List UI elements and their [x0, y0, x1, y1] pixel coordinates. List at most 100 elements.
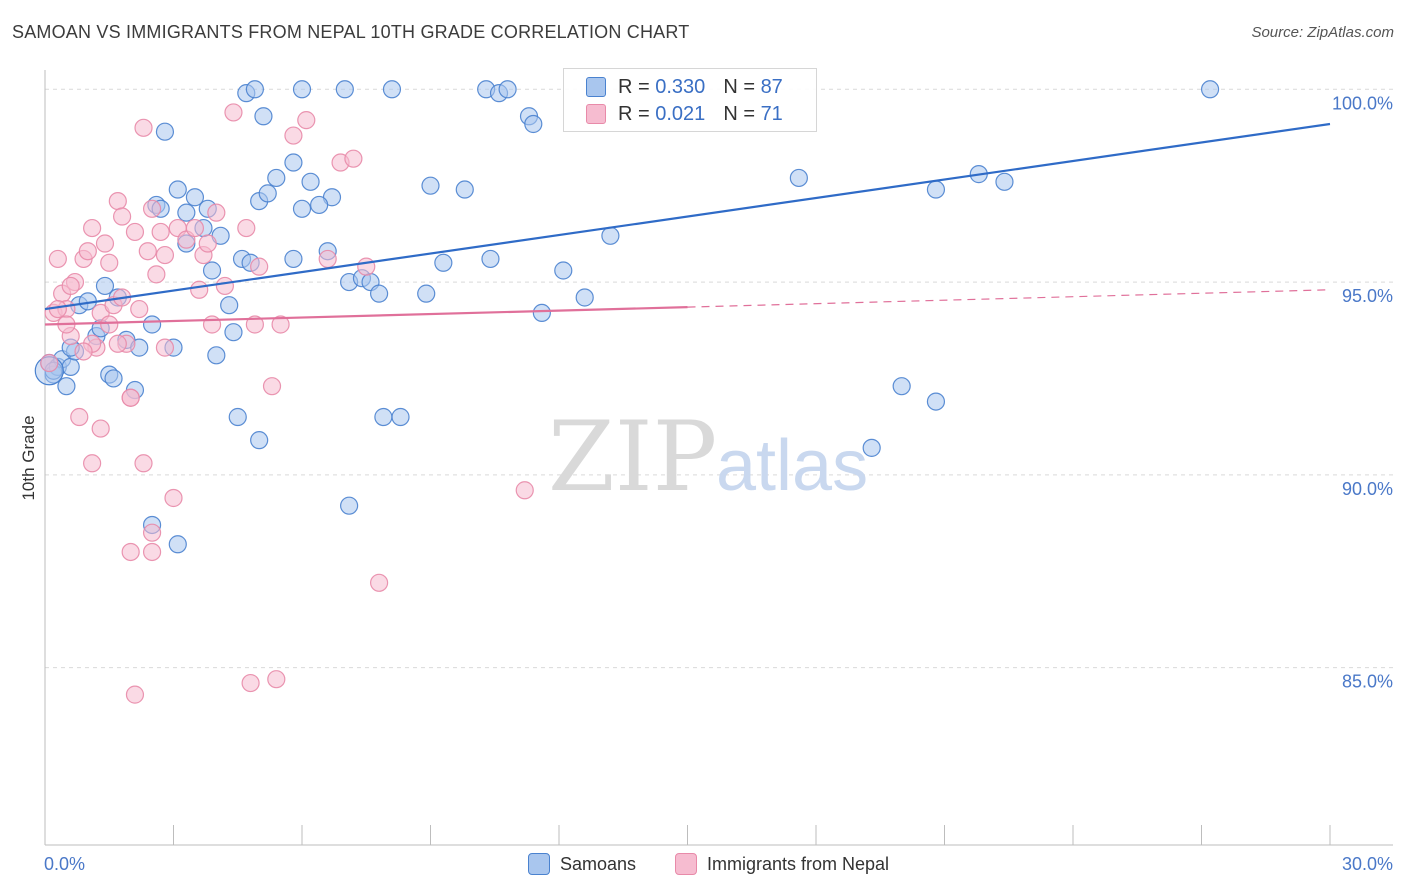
watermark: ZIP atlas: [548, 401, 868, 513]
legend-n-value: 71: [760, 102, 783, 125]
y-axis-label: 10th Grade: [19, 415, 38, 500]
nepal-point: [83, 454, 102, 473]
samoans-point: [258, 184, 277, 203]
nepal-point: [190, 280, 209, 299]
legend-n-label: N =: [723, 75, 755, 98]
nepal-point: [121, 388, 140, 407]
nepal-point: [284, 126, 303, 145]
samoans-point: [421, 176, 440, 195]
nepal-point: [108, 334, 127, 353]
nepal-point: [40, 353, 59, 373]
legend-r-label: R =: [618, 102, 650, 125]
nepal-point: [142, 542, 162, 562]
nepal-point: [134, 118, 153, 137]
y-tick-label: 85.0%: [1342, 672, 1393, 692]
source-label: Source: ZipAtlas.com: [1251, 24, 1394, 41]
samoans-point: [335, 80, 354, 99]
y-tick-label: 90.0%: [1342, 479, 1393, 499]
nepal-point: [130, 299, 149, 319]
samoans-point: [284, 153, 303, 172]
samoans-point: [301, 172, 320, 191]
samoans-trend-line: [44, 122, 1331, 311]
nepal-point: [185, 218, 205, 238]
nepal-point: [142, 199, 162, 218]
y-tick-labels: 85.0% 90.0% 95.0% 100.0%: [1332, 93, 1393, 691]
samoans-point: [370, 284, 389, 303]
nepal-point: [78, 242, 97, 261]
nepal-point: [198, 234, 217, 253]
samoans-point: [95, 276, 115, 296]
samoans-label: Samoans: [560, 853, 637, 874]
nepal-point: [357, 257, 376, 276]
nepal-point: [125, 685, 145, 704]
nepal-point: [241, 673, 260, 693]
samoans-point: [202, 261, 222, 280]
samoans-point: [177, 203, 196, 222]
bottom-legend-nepal[interactable]: Immigrants from Nepal: [675, 851, 889, 877]
nepal-point: [207, 203, 226, 222]
samoans-point: [391, 407, 410, 427]
gridlines: [45, 88, 1393, 669]
nepal-point: [134, 454, 153, 473]
nepal-swatch: [675, 853, 697, 875]
nepal-label: Immigrants from Nepal: [707, 853, 890, 874]
nepal-point: [515, 481, 534, 500]
samoans-point: [310, 195, 329, 215]
nepal-point: [91, 419, 110, 438]
nepal-point: [147, 265, 166, 284]
nepal-point: [125, 222, 145, 242]
samoans-point: [220, 296, 239, 315]
nepal-point: [74, 342, 93, 361]
samoans-point: [224, 323, 243, 342]
nepal-point: [267, 670, 286, 689]
nepal-point: [318, 249, 337, 269]
nepal-point: [100, 315, 119, 334]
nepal-point: [95, 234, 115, 253]
samoans-point: [455, 180, 474, 199]
samoans-point: [267, 168, 286, 188]
nepal-point: [155, 338, 175, 357]
samoans-point: [498, 80, 517, 99]
samoans-point: [575, 288, 594, 307]
nepal-point: [142, 523, 162, 542]
legend-r-label: R =: [618, 75, 650, 98]
stats-legend: R = 0.330 N = 87 R = 0.021 N = 71: [563, 68, 817, 132]
nepal-trend-line: [44, 306, 688, 326]
samoans-point: [245, 80, 264, 99]
legend-swatch-pink: [586, 104, 606, 124]
y-tick-label: 100.0%: [1332, 93, 1393, 113]
legend-row-nepal: R = 0.021 N = 71: [586, 101, 783, 127]
samoans-point: [434, 253, 453, 272]
legend-r-value: 0.021: [655, 102, 706, 125]
nepal-point: [100, 253, 119, 272]
nepal-point: [83, 218, 102, 238]
y-tick-label: 95.0%: [1342, 286, 1393, 306]
samoans-point: [284, 249, 303, 269]
nepal-trend-line-extension: [687, 289, 1331, 308]
axes: [44, 70, 1393, 846]
x-tick-label-max: 30.0%: [1342, 854, 1393, 874]
samoans-point: [292, 80, 312, 99]
nepal-point: [138, 242, 157, 261]
nepal-point: [370, 573, 389, 592]
samoans-point: [789, 168, 808, 188]
nepal-point: [224, 103, 243, 122]
samoans-point: [104, 369, 123, 388]
samoans-point: [61, 357, 80, 376]
nepal-point: [202, 315, 222, 334]
nepal-point: [164, 488, 183, 508]
legend-swatch-blue: [586, 77, 606, 97]
samoans-point: [155, 122, 175, 141]
nepal-point: [151, 222, 170, 242]
nepal-point: [245, 315, 264, 334]
samoans-point: [995, 172, 1014, 191]
nepal-point: [344, 149, 363, 168]
nepal-point: [155, 245, 175, 265]
samoans-point: [168, 180, 187, 199]
nepal-point: [70, 407, 89, 427]
legend-n-label: N =: [723, 102, 755, 125]
bottom-legend-samoans[interactable]: Samoans: [528, 851, 636, 877]
samoans-point: [142, 315, 162, 334]
legend-r-value: 0.330: [655, 75, 706, 98]
nepal-point: [108, 191, 127, 211]
